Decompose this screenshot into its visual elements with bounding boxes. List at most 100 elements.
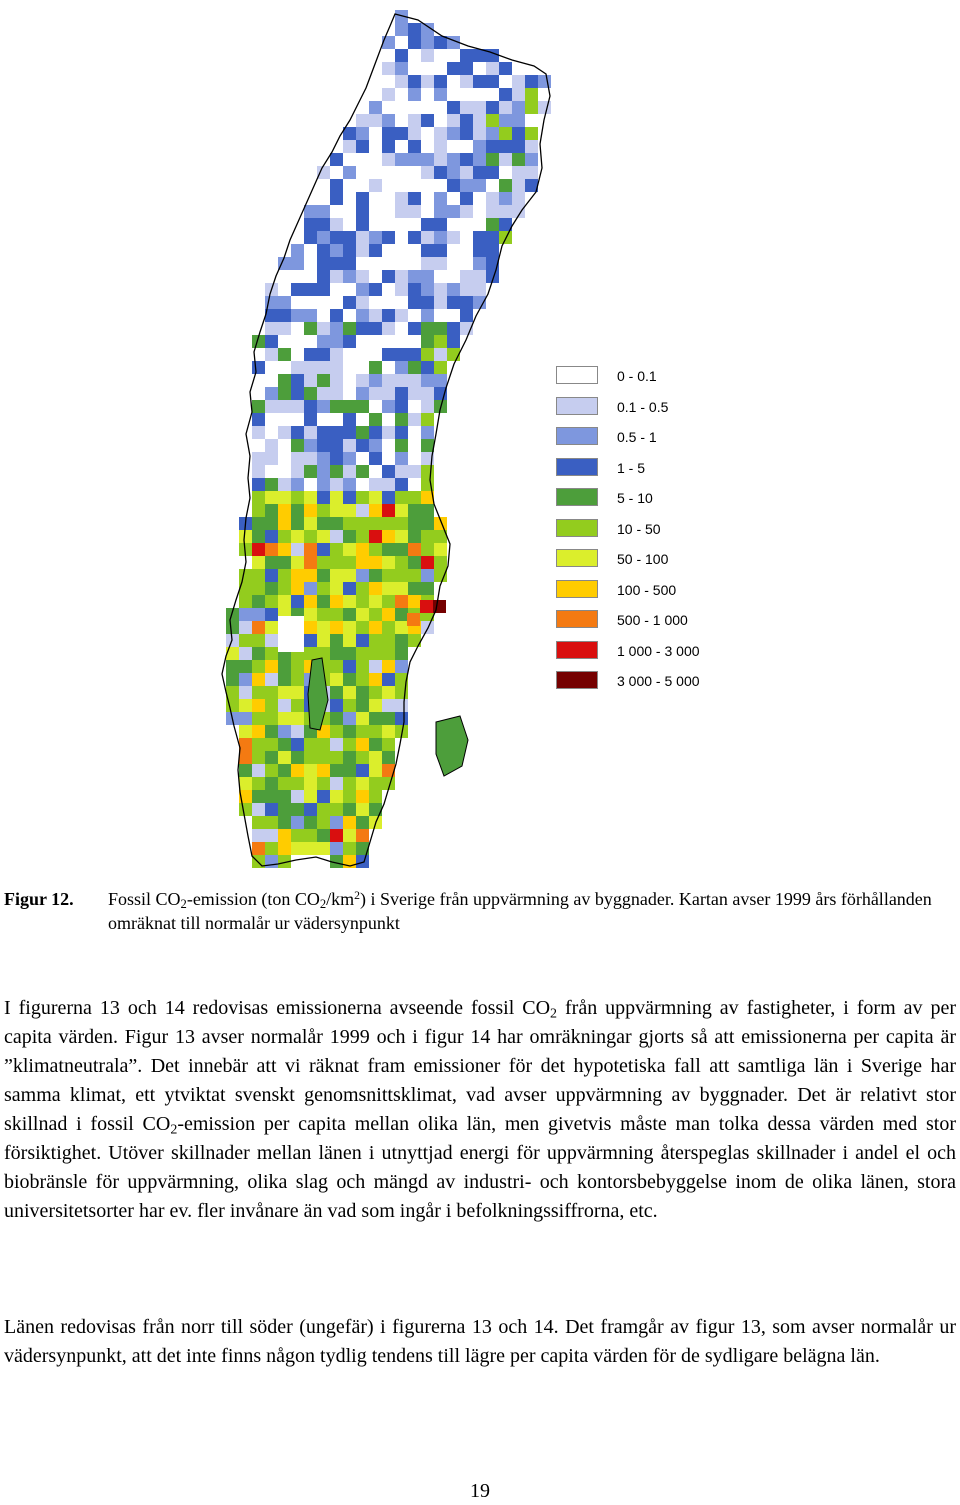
map-cell	[252, 361, 265, 374]
map-cell	[265, 400, 278, 413]
map-cell	[356, 595, 369, 608]
map-cell	[408, 504, 421, 517]
map-cell	[421, 218, 434, 231]
map-cell	[395, 205, 408, 218]
map-cell	[304, 764, 317, 777]
map-cell	[330, 686, 343, 699]
map-cell	[473, 166, 486, 179]
map-cell	[252, 569, 265, 582]
map-cell	[408, 49, 421, 62]
map-cell	[278, 426, 291, 439]
map-cell	[408, 348, 421, 361]
map-cell	[512, 205, 525, 218]
map-cell	[343, 686, 356, 699]
map-cell	[447, 192, 460, 205]
legend-label: 1 000 - 3 000	[617, 642, 700, 659]
map-cell	[304, 530, 317, 543]
map-cell	[330, 192, 343, 205]
map-cell	[382, 504, 395, 517]
caption-text: Fossil CO	[108, 889, 181, 909]
map-cell	[421, 335, 434, 348]
map-cell	[265, 517, 278, 530]
map-cell	[330, 257, 343, 270]
map-cell	[356, 257, 369, 270]
map-cell	[317, 179, 330, 192]
map-cell	[265, 803, 278, 816]
map-cell	[252, 504, 265, 517]
map-cell	[278, 348, 291, 361]
map-cell	[330, 738, 343, 751]
map-cell	[291, 309, 304, 322]
map-cell	[278, 400, 291, 413]
map-cell	[395, 88, 408, 101]
map-cell	[486, 244, 499, 257]
map-cell	[408, 88, 421, 101]
map-cell	[395, 504, 408, 517]
map-cell	[421, 465, 434, 478]
map-cell	[356, 361, 369, 374]
map-cell	[291, 413, 304, 426]
map-cell	[499, 231, 512, 244]
legend-label: 0 - 0.1	[617, 368, 657, 384]
map-cell	[239, 751, 252, 764]
map-cell	[304, 569, 317, 582]
map-cell	[265, 465, 278, 478]
subscript: 2	[170, 1122, 178, 1138]
map-cell	[382, 75, 395, 88]
map-cell	[421, 36, 434, 49]
map-cell	[369, 530, 382, 543]
map-cell	[278, 751, 291, 764]
map-cell	[382, 582, 395, 595]
map-cell	[408, 595, 421, 608]
map-cell	[317, 374, 330, 387]
map-cell	[304, 842, 317, 855]
map-cell	[369, 205, 382, 218]
map-cell	[291, 335, 304, 348]
map-cell	[382, 725, 395, 738]
map-cell	[421, 127, 434, 140]
map-cell	[473, 101, 486, 114]
map-cell	[343, 673, 356, 686]
map-cell	[343, 699, 356, 712]
map-cell	[356, 543, 369, 556]
map-cell	[460, 62, 473, 75]
map-cell	[408, 426, 421, 439]
map-cell	[421, 556, 434, 569]
map-cell	[408, 374, 421, 387]
map-cell	[304, 634, 317, 647]
map-cell	[421, 621, 434, 634]
map-cell	[330, 712, 343, 725]
map-cell	[382, 400, 395, 413]
map-cell	[382, 426, 395, 439]
map-cell	[382, 647, 395, 660]
map-cell	[265, 335, 278, 348]
map-cell	[434, 166, 447, 179]
map-cell	[304, 244, 317, 257]
map-cell	[395, 673, 408, 686]
map-cell	[291, 400, 304, 413]
map-cell	[369, 400, 382, 413]
map-cell	[317, 478, 330, 491]
map-cell	[343, 556, 356, 569]
map-cell	[369, 686, 382, 699]
map-cell	[278, 257, 291, 270]
map-cell	[408, 205, 421, 218]
map-cell	[343, 543, 356, 556]
map-cell	[499, 75, 512, 88]
map-cell	[265, 374, 278, 387]
map-cell	[408, 101, 421, 114]
legend-item: 500 - 1 000	[556, 610, 756, 630]
map-cell	[499, 101, 512, 114]
map-cell	[460, 244, 473, 257]
map-cell	[369, 478, 382, 491]
map-cell	[369, 153, 382, 166]
map-cell	[278, 504, 291, 517]
map-cell	[408, 179, 421, 192]
map-cell	[369, 114, 382, 127]
gotland-island	[435, 715, 469, 777]
map-cell	[265, 725, 278, 738]
map-cell	[512, 75, 525, 88]
map-cell	[395, 634, 408, 647]
subscript: 2	[550, 1006, 558, 1022]
map-cell	[447, 218, 460, 231]
